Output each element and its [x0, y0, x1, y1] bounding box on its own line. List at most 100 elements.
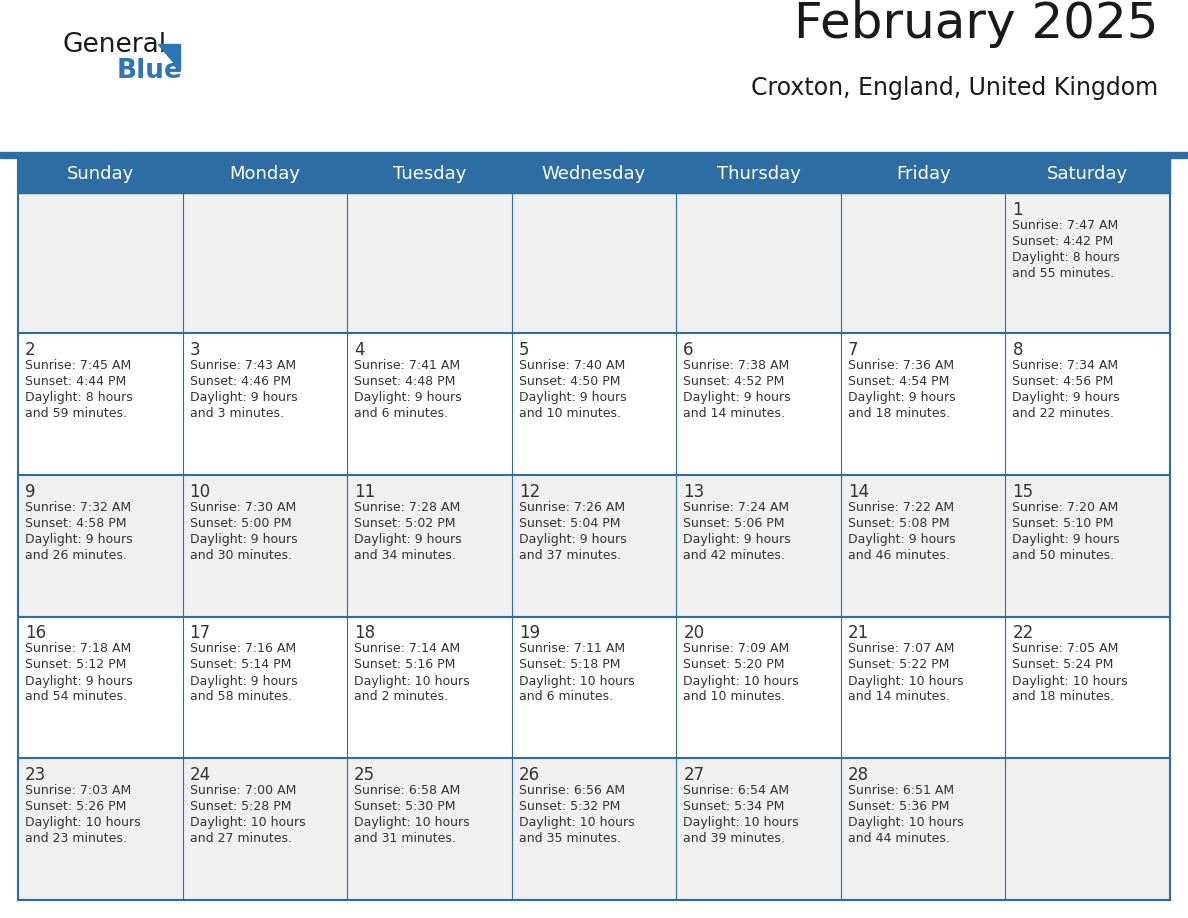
Text: Sunrise: 7:24 AM: Sunrise: 7:24 AM — [683, 500, 789, 514]
Text: and 10 minutes.: and 10 minutes. — [519, 407, 620, 420]
Text: Sunrise: 7:07 AM: Sunrise: 7:07 AM — [848, 643, 954, 655]
Text: Daylight: 9 hours: Daylight: 9 hours — [354, 532, 462, 545]
Text: Sunset: 5:04 PM: Sunset: 5:04 PM — [519, 517, 620, 530]
Text: and 14 minutes.: and 14 minutes. — [848, 690, 949, 703]
Text: 26: 26 — [519, 767, 539, 784]
Text: Sunset: 4:52 PM: Sunset: 4:52 PM — [683, 375, 784, 388]
Text: Sunset: 5:24 PM: Sunset: 5:24 PM — [1012, 658, 1114, 671]
Text: Sunset: 5:36 PM: Sunset: 5:36 PM — [848, 800, 949, 813]
Text: Sunrise: 7:34 AM: Sunrise: 7:34 AM — [1012, 359, 1119, 372]
Text: Sunrise: 7:38 AM: Sunrise: 7:38 AM — [683, 359, 790, 372]
Text: Sunset: 4:56 PM: Sunset: 4:56 PM — [1012, 375, 1114, 388]
Text: and 55 minutes.: and 55 minutes. — [1012, 267, 1114, 280]
Text: and 10 minutes.: and 10 minutes. — [683, 690, 785, 703]
Text: Sunset: 4:42 PM: Sunset: 4:42 PM — [1012, 235, 1113, 248]
Text: Daylight: 10 hours: Daylight: 10 hours — [683, 675, 798, 688]
Bar — [18, 193, 1170, 333]
Text: Daylight: 10 hours: Daylight: 10 hours — [848, 816, 963, 829]
Text: Sunset: 5:12 PM: Sunset: 5:12 PM — [25, 658, 126, 671]
Text: Sunset: 5:28 PM: Sunset: 5:28 PM — [190, 800, 291, 813]
Text: Daylight: 9 hours: Daylight: 9 hours — [519, 532, 626, 545]
Text: Sunrise: 7:40 AM: Sunrise: 7:40 AM — [519, 359, 625, 372]
Text: and 37 minutes.: and 37 minutes. — [519, 549, 620, 562]
Text: Sunrise: 7:11 AM: Sunrise: 7:11 AM — [519, 643, 625, 655]
Text: 19: 19 — [519, 624, 539, 643]
Text: Daylight: 10 hours: Daylight: 10 hours — [519, 675, 634, 688]
Text: 12: 12 — [519, 483, 541, 500]
Text: Sunrise: 6:54 AM: Sunrise: 6:54 AM — [683, 784, 789, 797]
Text: and 35 minutes.: and 35 minutes. — [519, 833, 620, 845]
Text: Sunset: 5:18 PM: Sunset: 5:18 PM — [519, 658, 620, 671]
Text: 14: 14 — [848, 483, 868, 500]
Text: 18: 18 — [354, 624, 375, 643]
Text: Sunrise: 7:09 AM: Sunrise: 7:09 AM — [683, 643, 790, 655]
Text: Daylight: 9 hours: Daylight: 9 hours — [683, 532, 791, 545]
Text: and 50 minutes.: and 50 minutes. — [1012, 549, 1114, 562]
Text: Sunrise: 7:16 AM: Sunrise: 7:16 AM — [190, 643, 296, 655]
Text: 13: 13 — [683, 483, 704, 500]
Text: 20: 20 — [683, 624, 704, 643]
Text: Sunset: 5:10 PM: Sunset: 5:10 PM — [1012, 517, 1114, 530]
Text: 25: 25 — [354, 767, 375, 784]
Text: and 6 minutes.: and 6 minutes. — [519, 690, 613, 703]
Polygon shape — [158, 44, 181, 70]
Text: and 31 minutes.: and 31 minutes. — [354, 833, 456, 845]
Text: and 2 minutes.: and 2 minutes. — [354, 690, 448, 703]
Text: Daylight: 9 hours: Daylight: 9 hours — [354, 391, 462, 404]
Text: Sunrise: 7:36 AM: Sunrise: 7:36 AM — [848, 359, 954, 372]
Bar — [18, 758, 1170, 900]
Text: and 6 minutes.: and 6 minutes. — [354, 407, 448, 420]
Text: 11: 11 — [354, 483, 375, 500]
Text: and 18 minutes.: and 18 minutes. — [848, 407, 950, 420]
Text: Daylight: 9 hours: Daylight: 9 hours — [25, 532, 133, 545]
Text: Sunset: 5:26 PM: Sunset: 5:26 PM — [25, 800, 126, 813]
Text: Sunrise: 7:05 AM: Sunrise: 7:05 AM — [1012, 643, 1119, 655]
Text: Daylight: 9 hours: Daylight: 9 hours — [848, 532, 955, 545]
Text: Friday: Friday — [896, 165, 950, 183]
Text: Sunrise: 6:56 AM: Sunrise: 6:56 AM — [519, 784, 625, 797]
Text: 23: 23 — [25, 767, 46, 784]
Text: 2: 2 — [25, 341, 36, 359]
Text: 4: 4 — [354, 341, 365, 359]
Text: Sunset: 4:54 PM: Sunset: 4:54 PM — [848, 375, 949, 388]
Text: and 30 minutes.: and 30 minutes. — [190, 549, 291, 562]
Text: and 14 minutes.: and 14 minutes. — [683, 407, 785, 420]
Text: February 2025: February 2025 — [794, 0, 1158, 48]
Text: and 46 minutes.: and 46 minutes. — [848, 549, 949, 562]
Text: and 27 minutes.: and 27 minutes. — [190, 833, 291, 845]
Text: Croxton, England, United Kingdom: Croxton, England, United Kingdom — [751, 76, 1158, 100]
Text: Daylight: 8 hours: Daylight: 8 hours — [25, 391, 133, 404]
Text: and 18 minutes.: and 18 minutes. — [1012, 690, 1114, 703]
Text: Sunrise: 7:00 AM: Sunrise: 7:00 AM — [190, 784, 296, 797]
Text: Sunset: 5:14 PM: Sunset: 5:14 PM — [190, 658, 291, 671]
Text: 15: 15 — [1012, 483, 1034, 500]
Text: 28: 28 — [848, 767, 868, 784]
Text: Daylight: 9 hours: Daylight: 9 hours — [848, 391, 955, 404]
Text: 27: 27 — [683, 767, 704, 784]
Text: Daylight: 10 hours: Daylight: 10 hours — [848, 675, 963, 688]
Text: Sunset: 5:32 PM: Sunset: 5:32 PM — [519, 800, 620, 813]
Text: 7: 7 — [848, 341, 859, 359]
Text: 21: 21 — [848, 624, 870, 643]
Text: Sunrise: 7:30 AM: Sunrise: 7:30 AM — [190, 500, 296, 514]
Bar — [18, 617, 1170, 758]
Text: 9: 9 — [25, 483, 36, 500]
Text: Blue: Blue — [116, 58, 183, 84]
Text: 1: 1 — [1012, 201, 1023, 219]
Text: Tuesday: Tuesday — [393, 165, 466, 183]
Text: Daylight: 9 hours: Daylight: 9 hours — [519, 391, 626, 404]
Text: 10: 10 — [190, 483, 210, 500]
Text: Sunrise: 7:26 AM: Sunrise: 7:26 AM — [519, 500, 625, 514]
Text: and 22 minutes.: and 22 minutes. — [1012, 407, 1114, 420]
Text: Daylight: 9 hours: Daylight: 9 hours — [1012, 391, 1120, 404]
Text: Sunrise: 7:41 AM: Sunrise: 7:41 AM — [354, 359, 460, 372]
Text: and 58 minutes.: and 58 minutes. — [190, 690, 292, 703]
Text: and 54 minutes.: and 54 minutes. — [25, 690, 127, 703]
Text: and 42 minutes.: and 42 minutes. — [683, 549, 785, 562]
Text: 24: 24 — [190, 767, 210, 784]
Text: Sunset: 4:46 PM: Sunset: 4:46 PM — [190, 375, 291, 388]
Text: Sunrise: 6:58 AM: Sunrise: 6:58 AM — [354, 784, 461, 797]
Text: Sunset: 4:48 PM: Sunset: 4:48 PM — [354, 375, 455, 388]
Text: Daylight: 9 hours: Daylight: 9 hours — [190, 391, 297, 404]
Text: Thursday: Thursday — [716, 165, 801, 183]
